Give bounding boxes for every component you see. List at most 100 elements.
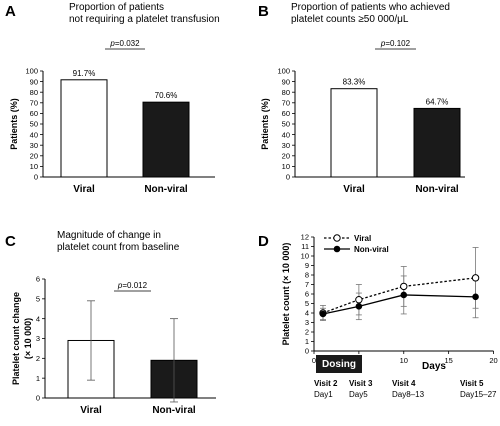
panel-d-series-non-viral-line xyxy=(322,294,476,315)
panel-a-title-line-2: not requiring a platelet transfusion xyxy=(69,14,220,25)
panel-a-title-line-1: Proportion of patients xyxy=(69,2,164,13)
panel-b-y-tick-label: 40 xyxy=(282,130,290,139)
panel-d-legend-viral-label: Viral xyxy=(354,234,371,243)
panel-d-y-tick-label: 0 xyxy=(305,347,309,356)
panel-d-series-viral-point xyxy=(400,282,408,291)
panel-d-dosing-label: Dosing xyxy=(322,359,356,370)
panel-a-y-tick-label: 100 xyxy=(25,67,38,76)
panel-c-y-tick-label: 0 xyxy=(36,394,40,403)
panel-d-y-tick-label: 3 xyxy=(305,318,309,327)
panel-a-y-tick-label: 40 xyxy=(30,130,38,139)
panel-d-dosing-bar xyxy=(316,355,362,373)
panel-d-visit-label: Visit 4 xyxy=(392,379,416,388)
panel-a-y-tick-label: 10 xyxy=(30,162,38,171)
panel-a-data-label: 70.6% xyxy=(155,91,178,100)
panel-a-y-tick-label: 80 xyxy=(30,88,38,97)
panel-d-y-label: Platelet count (× 10 000) xyxy=(281,243,291,346)
panel-d-x-tick-label: 0 xyxy=(312,356,316,365)
panel-b-title-line-1: Proportion of patients who achieved xyxy=(291,2,450,13)
panel-a-category-label: Viral xyxy=(73,184,95,195)
panel-a-y-tick-label: 90 xyxy=(30,77,38,86)
panel-a-bar-viral xyxy=(60,79,108,178)
panel-b-p-value: p=0.102 xyxy=(380,39,411,48)
panel-letter-d: D xyxy=(258,233,269,250)
panel-b-y-tick-label: 30 xyxy=(282,141,290,150)
panel-a-p-value: p=0.032 xyxy=(109,39,140,48)
panel-d-y-tick-label: 11 xyxy=(301,242,309,251)
panel-d-y-tick-label: 8 xyxy=(305,271,309,280)
panel-d-series-non-viral-point xyxy=(355,303,363,310)
panel-d-y-tick-label: 2 xyxy=(305,328,309,337)
panel-c-y-tick-label: 2 xyxy=(36,354,40,363)
panel-c-title-line-2: platelet count from baseline xyxy=(57,242,180,253)
panel-c-y-tick-label: 4 xyxy=(36,314,40,323)
panel-b-y-tick-label: 60 xyxy=(282,109,290,118)
panel-d-visit-day: Day5 xyxy=(349,390,368,399)
panel-b-y-tick-label: 0 xyxy=(286,173,290,182)
panel-d-y-tick-label: 1 xyxy=(305,337,309,346)
panel-a-data-label: 91.7% xyxy=(73,69,96,78)
panel-c-category-label: Non-viral xyxy=(152,405,196,416)
panel-d-series-non-viral-point xyxy=(400,291,408,299)
panel-d-x-label: Days xyxy=(422,361,446,372)
panel-d-y-tick-label: 12 xyxy=(301,233,309,242)
panel-a-y-tick-label: 20 xyxy=(30,152,38,161)
panel-b-data-label: 64.7% xyxy=(426,97,449,106)
panel-c-y-tick-label: 5 xyxy=(36,295,40,304)
panel-d-x-tick-label: 20 xyxy=(489,356,497,365)
panel-d-x-tick-label: 10 xyxy=(400,356,408,365)
panel-d-y-tick-label: 5 xyxy=(305,299,309,308)
panel-letter-a: A xyxy=(5,3,16,20)
panel-a-y-tick-label: 0 xyxy=(34,173,38,182)
panel-d-x-tick-label: 15 xyxy=(444,356,452,365)
panel-b-y-tick-label: 50 xyxy=(282,120,290,129)
panel-c-title-line-1: Magnitude of change in xyxy=(57,230,161,241)
panel-d-visit-day: Day8–13 xyxy=(392,390,425,399)
panel-b-y-tick-label: 10 xyxy=(282,162,290,171)
panel-a-y-label: Patients (%) xyxy=(9,98,19,150)
panel-a-bar-non-viral xyxy=(142,101,190,178)
panel-d-visit-day: Day15–27 xyxy=(460,390,497,399)
panel-b-y-tick-label: 90 xyxy=(282,77,290,86)
panel-b-category-label: Non-viral xyxy=(415,184,459,195)
panel-d-series-viral-point xyxy=(355,296,363,304)
panel-d-visit-label: Visit 5 xyxy=(460,379,484,388)
panel-a-category-label: Non-viral xyxy=(144,184,188,195)
panel-b-data-label: 83.3% xyxy=(343,78,366,87)
panel-a-y-tick-label: 60 xyxy=(30,109,38,118)
panel-d-visit-day: Day1 xyxy=(314,390,333,399)
panel-c-y-tick-label: 6 xyxy=(36,275,40,284)
panel-a-y-tick-label: 50 xyxy=(30,120,38,129)
panel-b-bar-viral xyxy=(330,88,378,178)
panel-d-plot: 012345678910111205101520Platelet count (… xyxy=(281,233,498,399)
panel-b-bar-non-viral xyxy=(413,107,461,178)
panel-d-series-viral-line xyxy=(322,277,476,314)
panel-d-visit-label: Visit 2 xyxy=(314,379,338,388)
panel-b-category-label: Viral xyxy=(343,184,365,195)
panel-c-y-tick-label: 3 xyxy=(36,334,40,343)
panel-c-y-tick-label: 1 xyxy=(36,374,40,383)
panel-b-y-tick-label: 20 xyxy=(282,152,290,161)
panel-letter-b: B xyxy=(258,3,269,20)
panel-d-y-tick-label: 9 xyxy=(305,261,309,270)
panel-a-y-tick-label: 30 xyxy=(30,141,38,150)
panel-d-series-viral-point xyxy=(471,274,480,282)
panel-d-legend-viral-marker xyxy=(333,234,341,242)
panel-b-y-tick-label: 80 xyxy=(282,88,290,97)
panel-d-y-tick-label: 10 xyxy=(301,252,309,261)
panel-a-y-tick-label: 70 xyxy=(30,99,38,108)
panel-b-y-tick-label: 70 xyxy=(282,99,290,108)
panel-d-legend-non-viral-label: Non-viral xyxy=(354,245,389,254)
panel-letter-c: C xyxy=(5,233,16,250)
panel-d-visit-label: Visit 3 xyxy=(349,379,373,388)
panel-d-series-non-viral-point xyxy=(319,310,327,318)
panel-d-series-non-viral-point xyxy=(472,293,479,301)
panel-d-y-tick-label: 4 xyxy=(305,309,309,318)
panel-d-y-tick-label: 6 xyxy=(305,290,309,299)
panel-c-y-label: Platelet count change (× 10 000) xyxy=(11,292,33,385)
panel-b-y-label: Patients (%) xyxy=(260,98,270,150)
